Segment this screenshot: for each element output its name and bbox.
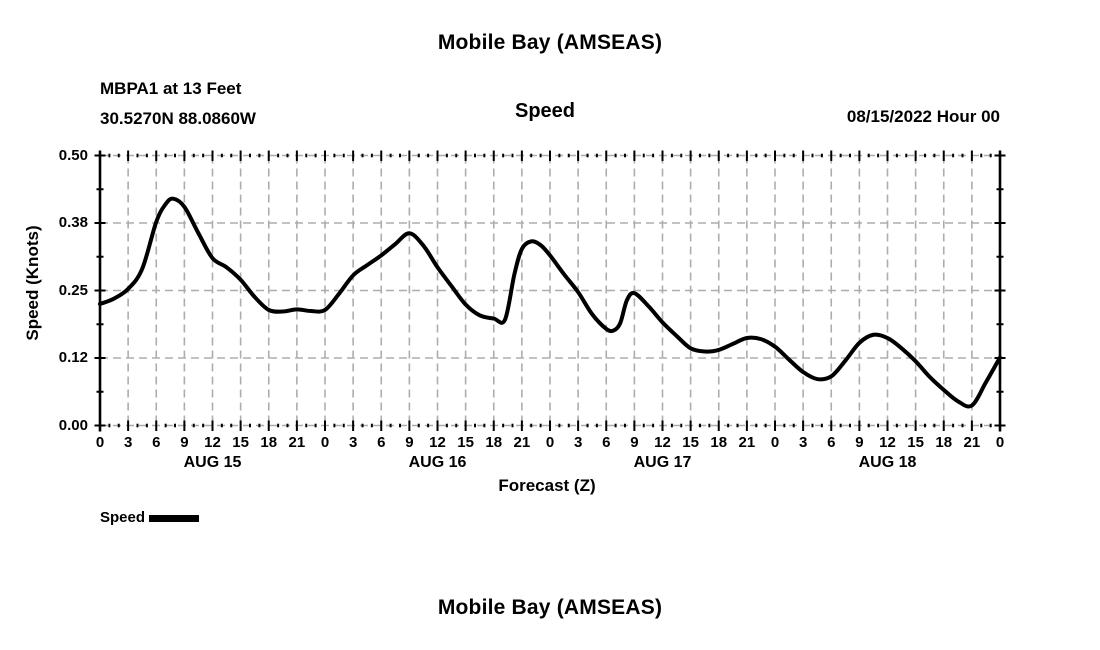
x-tick-label: 6 <box>827 434 836 451</box>
x-tick-label: 12 <box>879 434 896 451</box>
x-tick-label: 3 <box>798 434 808 451</box>
x-tick-label: 0 <box>995 434 1005 451</box>
x-tick-label: 15 <box>232 434 249 451</box>
legend-line-swatch <box>149 515 200 522</box>
speed-series-line <box>98 196 1002 409</box>
day-label: AUG 17 <box>633 454 692 471</box>
x-tick-label: 0 <box>95 434 105 451</box>
coordinates-label: 30.5270N 88.0860W <box>100 109 256 128</box>
x-tick-label: 15 <box>682 434 699 451</box>
x-axis-title: Forecast (Z) <box>498 476 596 495</box>
y-tick-label: 0.50 <box>58 146 88 164</box>
x-tick-label: 12 <box>654 434 671 451</box>
x-tick-label: 6 <box>152 434 161 451</box>
x-tick-label: 9 <box>630 434 639 451</box>
x-tick-label: 0 <box>770 434 780 451</box>
x-tick-label: 9 <box>180 434 189 451</box>
y-tick-label: 0.38 <box>58 214 88 231</box>
x-tick-label: 15 <box>907 434 924 451</box>
plot-subtitle: Speed <box>514 100 576 122</box>
y-tick-label: 0.00 <box>58 416 88 434</box>
legend-label: Speed <box>100 509 146 526</box>
x-tick-label: 21 <box>738 434 756 451</box>
x-tick-label: 18 <box>485 434 503 451</box>
x-tick-label: 0 <box>320 434 330 451</box>
chart-title: Mobile Bay (AMSEAS) <box>437 31 663 54</box>
y-tick-label: 0.25 <box>58 281 88 299</box>
day-label: AUG 16 <box>408 454 467 471</box>
y-tick-label: 0.12 <box>58 349 88 366</box>
x-tick-label: 21 <box>288 434 306 451</box>
x-tick-label: 6 <box>602 434 611 451</box>
x-tick-label: 18 <box>935 434 953 451</box>
x-tick-label: 18 <box>260 434 278 451</box>
x-tick-label: 15 <box>457 434 474 451</box>
x-tick-label: 9 <box>405 434 414 451</box>
next-chart-title: Mobile Bay (AMSEAS) <box>437 596 663 619</box>
x-tick-label: 3 <box>348 434 358 451</box>
x-tick-label: 21 <box>963 434 981 451</box>
day-label: AUG 15 <box>183 454 242 471</box>
x-tick-label: 0 <box>545 434 555 451</box>
x-tick-label: 3 <box>573 434 583 451</box>
day-label: AUG 18 <box>858 454 917 471</box>
station-label: MBPA1 at 13 Feet <box>100 79 242 98</box>
x-tick-label: 12 <box>429 434 446 451</box>
x-tick-label: 21 <box>513 434 531 451</box>
x-tick-label: 6 <box>377 434 386 451</box>
x-tick-label: 18 <box>710 434 728 451</box>
x-tick-label: 9 <box>855 434 864 451</box>
legend: Speed <box>100 509 200 526</box>
forecast-datetime-label: 08/15/2022 Hour 00 <box>846 107 1000 126</box>
x-tick-label: 3 <box>123 434 133 451</box>
x-tick-label: 12 <box>204 434 221 451</box>
